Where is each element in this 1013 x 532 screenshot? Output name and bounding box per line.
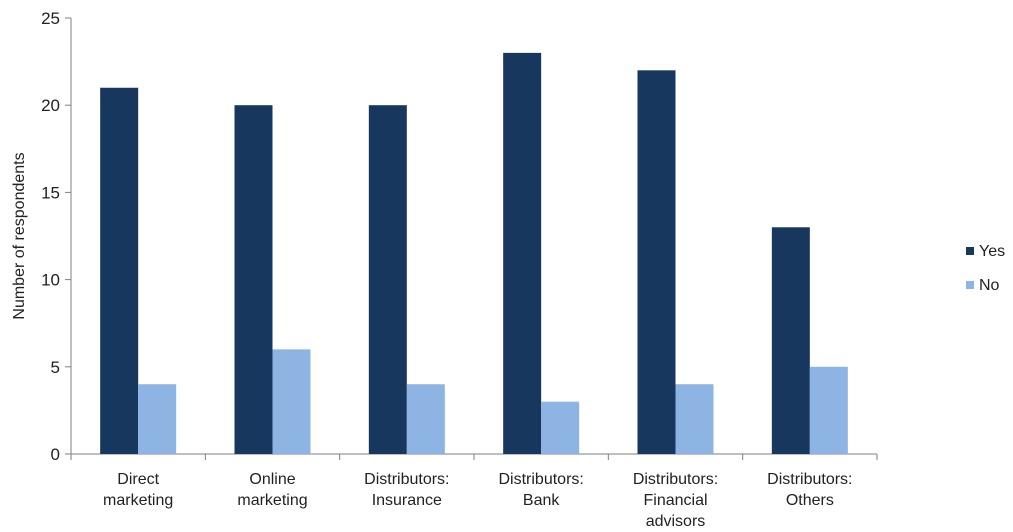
legend-label-no: No: [979, 277, 1000, 294]
bar-no: [272, 349, 311, 454]
x-category-label: Bank: [523, 492, 560, 509]
x-category-label: Insurance: [372, 492, 442, 509]
legend-swatch-yes: [966, 247, 974, 255]
bar-no: [675, 384, 714, 454]
x-category-label: marketing: [103, 492, 173, 509]
bar-no: [541, 401, 580, 454]
x-category-label: marketing: [237, 492, 307, 509]
y-tick-label: 0: [51, 445, 60, 464]
bar-yes: [234, 105, 273, 454]
legend: Yes No: [966, 243, 1005, 294]
x-axis-categories: Direct marketing Online marketing Distributo…: [103, 471, 852, 530]
x-category-label: Distributors:: [767, 471, 852, 488]
y-axis-ticks: 0 5 10 15 20 25: [41, 9, 71, 464]
y-axis-label: Number of respondents: [11, 152, 28, 319]
chart-axes: [70, 18, 878, 460]
legend-swatch-no: [966, 281, 974, 289]
x-category-label: Distributors:: [633, 471, 718, 488]
x-category-label: Distributors:: [364, 471, 449, 488]
bar-yes: [100, 87, 139, 454]
x-category-label: Financial: [643, 492, 707, 509]
x-category-label: Online: [249, 471, 295, 488]
y-tick-label: 20: [41, 96, 60, 115]
x-category-label: Distributors:: [498, 471, 583, 488]
x-category-label: Direct: [117, 471, 159, 488]
bar-yes: [637, 70, 676, 454]
y-tick-label: 10: [41, 271, 60, 290]
legend-label-yes: Yes: [979, 243, 1005, 260]
y-tick-label: 25: [41, 9, 60, 28]
y-tick-label: 15: [41, 183, 60, 202]
bar-yes: [503, 52, 542, 454]
bar-no: [809, 366, 848, 454]
y-tick-label: 5: [51, 358, 60, 377]
x-category-label: Others: [786, 492, 834, 509]
bar-yes: [771, 227, 810, 454]
bar-no: [138, 384, 177, 454]
bar-no: [406, 384, 445, 454]
bar-yes: [368, 105, 407, 454]
chart-bars: [100, 52, 848, 454]
x-category-label: advisors: [646, 513, 706, 530]
